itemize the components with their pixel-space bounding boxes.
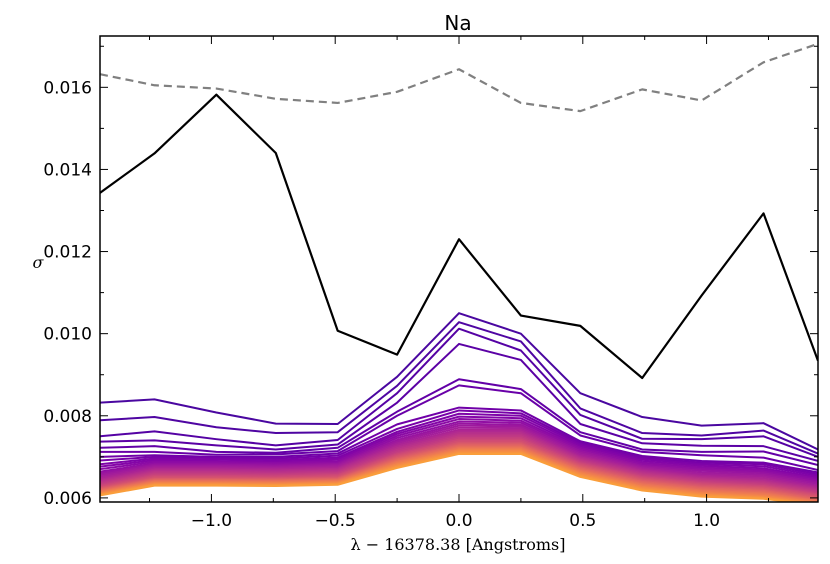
y-tick-label: 0.008: [43, 407, 92, 427]
series-line-s05: [100, 378, 818, 467]
y-tick-label: 0.012: [43, 243, 92, 263]
tick-label-layer: −1.0 −0.5 0.0 0.5 1.0 0.006 0.008 0.010 0.012 0.0…: [43, 78, 720, 531]
series-line-s08: [100, 409, 818, 476]
series-line-s22: [100, 438, 818, 496]
series-line-s06: [100, 384, 818, 471]
x-tick-label: 0.0: [445, 511, 472, 531]
series-line-s11: [100, 418, 818, 480]
series-line-black: [100, 93, 818, 380]
x-tick-label: 0.5: [569, 511, 596, 531]
series-line-s20: [100, 435, 818, 493]
series-line-s16: [100, 428, 818, 488]
series-line-s02: [100, 321, 818, 455]
x-axis-label: λ − 16378.38 [Angstroms]: [350, 535, 565, 554]
x-tick-label: −1.0: [191, 511, 232, 531]
series-line-s10: [100, 415, 818, 479]
series-line-s18: [100, 432, 818, 491]
y-tick-label: 0.006: [43, 489, 92, 509]
x-tick-label: −0.5: [315, 511, 356, 531]
series-line-s12: [100, 420, 818, 482]
series-layer: [100, 42, 818, 502]
series-line-s03: [100, 327, 818, 458]
series-line-s23: [100, 440, 818, 497]
y-tick-label: 0.016: [43, 78, 92, 98]
series-line-s33: [100, 452, 800, 502]
x-tick-label: 1.0: [693, 511, 720, 531]
series-line-s19: [100, 433, 818, 492]
series-line-s04: [100, 342, 818, 462]
y-tick-label: 0.010: [43, 325, 92, 345]
plot-area-frame: [99, 35, 819, 503]
series-line-noise: [100, 42, 818, 113]
series-line-s17: [100, 430, 818, 490]
series-line-s15: [100, 426, 818, 487]
chart-title: Na: [444, 11, 471, 35]
series-line-s01: [100, 312, 818, 451]
series-line-s13: [100, 422, 818, 484]
series-line-s14: [100, 424, 818, 485]
series-line-s21: [100, 436, 818, 494]
y-axis-label: σ: [33, 253, 45, 272]
y-tick-label: 0.014: [43, 160, 92, 180]
series-line-s09: [100, 412, 818, 477]
